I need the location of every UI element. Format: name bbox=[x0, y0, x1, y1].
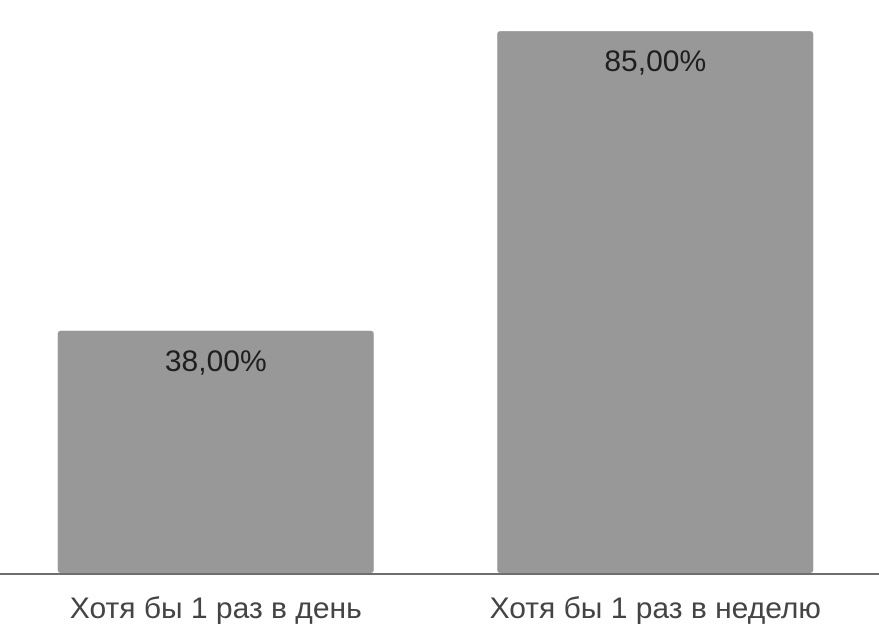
bar-1 bbox=[57, 330, 374, 573]
bars-group bbox=[57, 31, 814, 573]
bar-value-label-2: 85,00% bbox=[604, 45, 706, 78]
x-tick-label-1: Хотя бы 1 раз в день bbox=[70, 592, 362, 625]
x-tick-label-2: Хотя бы 1 раз в неделю bbox=[490, 592, 821, 625]
bar-2 bbox=[497, 31, 814, 573]
x-tick-labels-group: Хотя бы 1 раз в день Хотя бы 1 раз в неде… bbox=[70, 592, 821, 625]
value-labels-group: 38,00% 85,00% bbox=[165, 45, 706, 378]
bar-value-label-1: 38,00% bbox=[165, 345, 267, 378]
